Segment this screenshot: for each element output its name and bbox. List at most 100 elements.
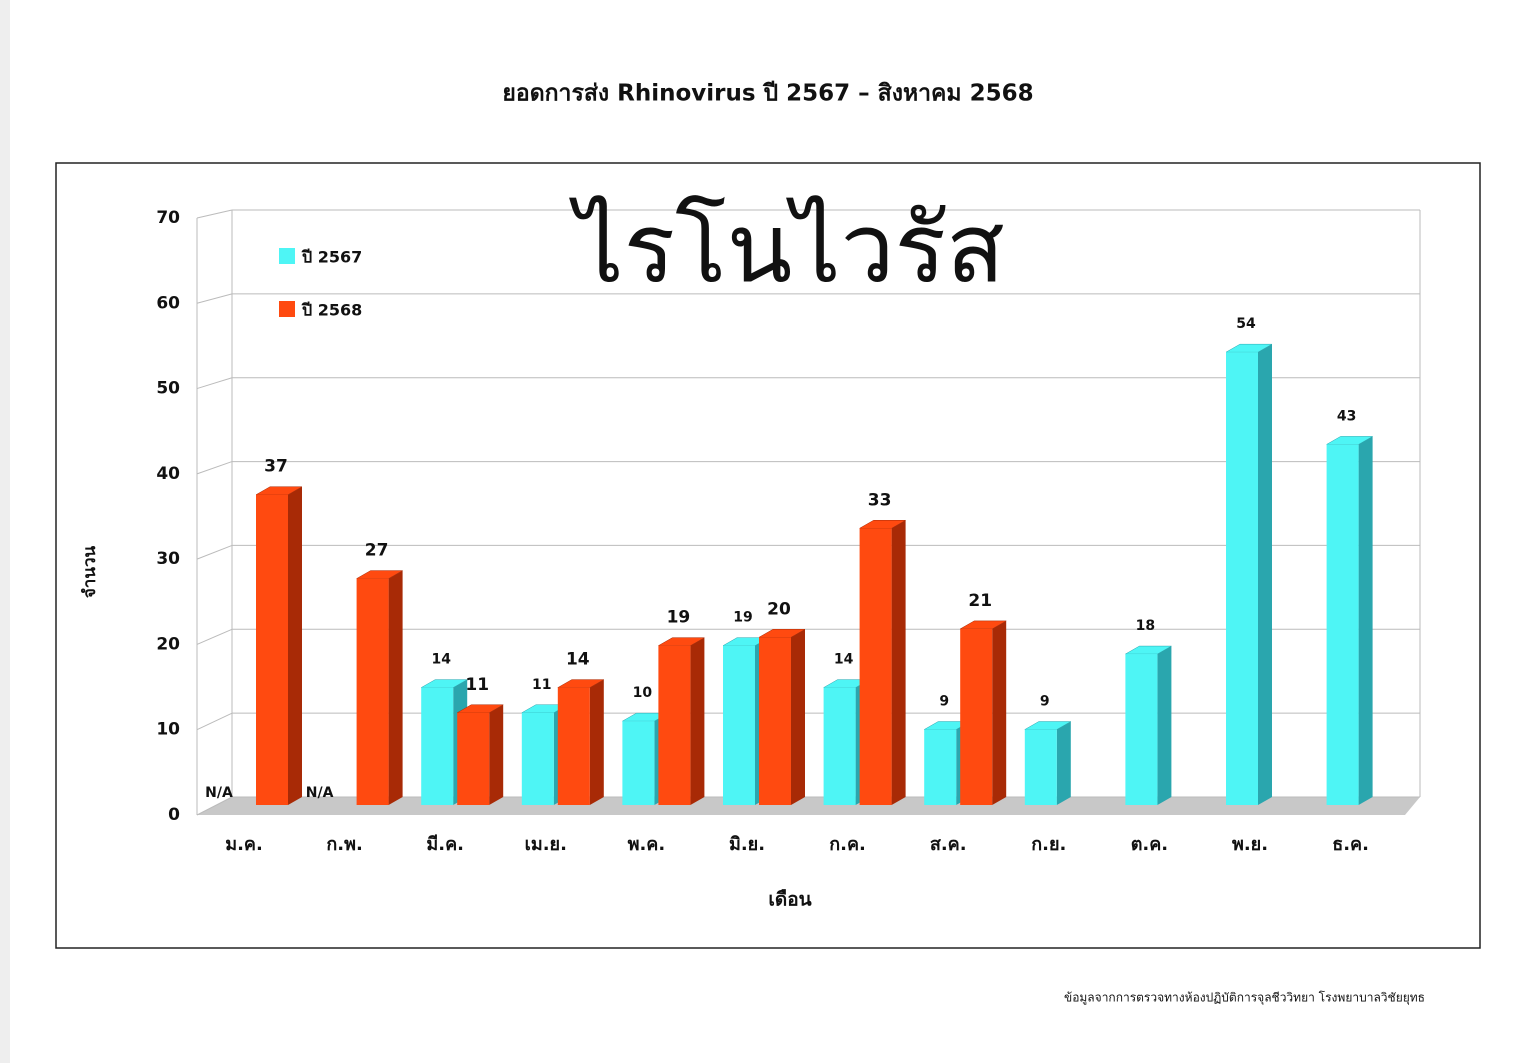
value-label: 19 (667, 608, 691, 628)
bar (1225, 343, 1273, 805)
bar (1023, 721, 1072, 805)
x-tick-label: ธ.ค. (1332, 834, 1369, 855)
x-tick-label: ส.ค. (930, 834, 967, 855)
y-tick-label: 50 (156, 379, 180, 399)
x-tick-label: พ.ค. (628, 834, 666, 855)
x-tick-label: ต.ค. (1131, 834, 1168, 855)
x-tick-label: ก.ย. (1031, 834, 1066, 855)
value-label: 37 (264, 457, 288, 477)
bar (255, 486, 303, 805)
grid-line (196, 628, 233, 645)
value-label: 9 (1040, 694, 1050, 710)
bar-side (1157, 646, 1172, 805)
bar-front (457, 712, 490, 805)
legend-label: ปี 2568 (301, 301, 363, 320)
bar (758, 629, 806, 805)
bar-side (489, 704, 504, 805)
bar-side (1358, 436, 1373, 805)
grid: 0 10 20 30 40 50 60 70 ม.ค. ก.พ. มี.ค. เม.ย. พ.ค. มิ.… (156, 208, 1420, 855)
grid-line (196, 293, 233, 304)
grid-line (196, 712, 233, 731)
x-tick-label: ม.ค. (225, 834, 263, 855)
bar-front (256, 494, 288, 805)
y-axis-label: จำนวน (80, 545, 100, 598)
bar (1325, 436, 1374, 805)
value-label: 14 (834, 652, 854, 668)
y-tick-label: 70 (156, 208, 180, 228)
value-label: 11 (532, 677, 551, 693)
bars: N/A N/A 14 11 10 19 14 9 9 18 54 43 37 27 11 14 19 20 33 21 (205, 316, 1374, 805)
bar-side (791, 629, 805, 805)
grid-line (196, 209, 233, 219)
grid-line (196, 544, 233, 560)
bar (1124, 645, 1173, 805)
bar-front (859, 528, 892, 805)
x-tick-label: เม.ย. (525, 834, 567, 855)
bar-front (1125, 654, 1158, 805)
bar-front (1024, 729, 1057, 805)
x-tick-label: พ.ย. (1232, 834, 1268, 855)
value-label: 9 (939, 694, 949, 710)
bar-front (557, 687, 590, 805)
value-label: 18 (1136, 618, 1155, 634)
chart-title: ยอดการส่ง Rhinovirus ปี 2567 – สิงหาคม 2… (502, 81, 1033, 107)
bar-side (589, 679, 604, 805)
bar-front (960, 628, 993, 805)
bar-side (891, 520, 906, 805)
bar-side (1056, 721, 1071, 805)
bar-front (521, 712, 554, 805)
grid-line (196, 796, 233, 816)
bar (355, 570, 404, 805)
value-label: 33 (868, 490, 892, 510)
bar (556, 679, 605, 805)
bar-front (924, 729, 957, 805)
x-tick-label: ก.ค. (829, 834, 866, 855)
x-tick-label: มี.ค. (426, 834, 464, 855)
x-axis-label: เดือน (768, 889, 811, 911)
y-tick-label: 10 (156, 720, 180, 740)
bar-front (421, 687, 454, 805)
bar-side (388, 570, 403, 805)
value-label: N/A (205, 785, 233, 801)
legend-label: ปี 2567 (301, 248, 363, 267)
x-tick-label: ก.พ. (326, 834, 362, 855)
bar-front (1326, 444, 1359, 805)
source-note: ข้อมูลจากการตรวจทางห้องปฏิบัติการจุลชีวว… (1064, 991, 1425, 1006)
bar-side (992, 620, 1007, 805)
bar-front (723, 645, 755, 805)
y-tick-label: 60 (156, 293, 180, 313)
value-label: 10 (633, 685, 653, 701)
bar (520, 704, 569, 805)
bar-front (658, 645, 691, 805)
bar (456, 704, 505, 805)
x-tick-label: มิ.ย. (729, 834, 765, 855)
y-tick-label: 0 (168, 805, 180, 825)
bar-front (622, 721, 655, 805)
value-label: 21 (968, 591, 992, 611)
bar-front (356, 578, 389, 805)
value-label: 43 (1337, 408, 1356, 424)
bar-front (823, 687, 856, 805)
value-label: 54 (1236, 316, 1256, 332)
value-label: 20 (767, 599, 791, 619)
bar (959, 620, 1008, 805)
value-label: 14 (566, 650, 590, 670)
value-label: N/A (306, 785, 334, 801)
legend-swatch (279, 301, 295, 317)
bar-side (690, 637, 705, 805)
value-label: 14 (431, 652, 451, 668)
value-label: 19 (733, 610, 752, 626)
bar-side (288, 486, 302, 805)
grid-line (196, 377, 233, 390)
value-label: 11 (465, 675, 489, 695)
bar (657, 637, 706, 805)
bar (858, 520, 907, 805)
annotation: ไรโนไวรัส (568, 192, 1004, 304)
floor (197, 797, 1420, 815)
y-tick-label: 20 (156, 634, 180, 654)
grid-line (196, 461, 233, 475)
legend-swatch (279, 248, 295, 264)
bar-side (1258, 344, 1272, 805)
